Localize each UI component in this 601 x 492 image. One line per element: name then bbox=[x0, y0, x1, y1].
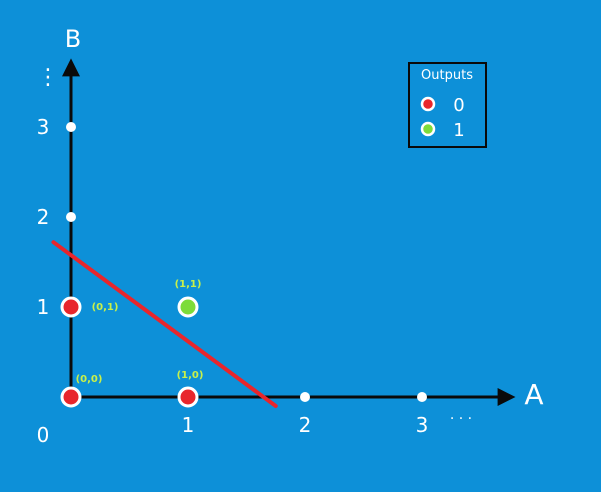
data-point bbox=[177, 296, 199, 318]
legend-title: Outputs bbox=[421, 68, 473, 83]
y-axis-label: B bbox=[65, 25, 81, 53]
legend-items: 01 bbox=[420, 95, 465, 141]
y-tick-label: 1 bbox=[37, 295, 50, 319]
data-point-label: (0,1) bbox=[92, 302, 119, 313]
data-point bbox=[60, 386, 82, 408]
decision-boundary-line bbox=[51, 240, 278, 408]
x-axis-continuation: · · · bbox=[450, 411, 472, 427]
data-point-label: (0,0) bbox=[76, 374, 103, 385]
legend-item-label: 0 bbox=[453, 95, 464, 116]
x-tick-label: 1 bbox=[182, 413, 195, 437]
x-tick-dot bbox=[300, 392, 310, 402]
data-point bbox=[60, 296, 82, 318]
origin-label: 0 bbox=[37, 423, 50, 447]
data-point-label: (1,1) bbox=[175, 279, 202, 290]
data-points: (0,0) (1,0) (0,1) (1,1) bbox=[60, 279, 204, 408]
data-point-label: (1,0) bbox=[177, 370, 204, 381]
x-tick-dot bbox=[417, 392, 427, 402]
y-tick-dot bbox=[66, 122, 76, 132]
y-axis-continuation: ⋮ bbox=[37, 65, 59, 90]
y-tick-label: 2 bbox=[37, 205, 50, 229]
x-tick-label: 3 bbox=[416, 413, 429, 437]
legend-swatch bbox=[420, 96, 436, 112]
legend: Outputs 01 bbox=[408, 62, 487, 148]
legend-item-label: 1 bbox=[453, 120, 464, 141]
x-axis-label: A bbox=[524, 378, 543, 411]
y-tick-label: 3 bbox=[37, 115, 50, 139]
axis-ticks: 1 2 3 1 2 3 bbox=[37, 115, 429, 437]
x-tick-label: 2 bbox=[299, 413, 312, 437]
data-point bbox=[177, 386, 199, 408]
y-tick-dot bbox=[66, 212, 76, 222]
legend-swatch bbox=[420, 121, 436, 137]
